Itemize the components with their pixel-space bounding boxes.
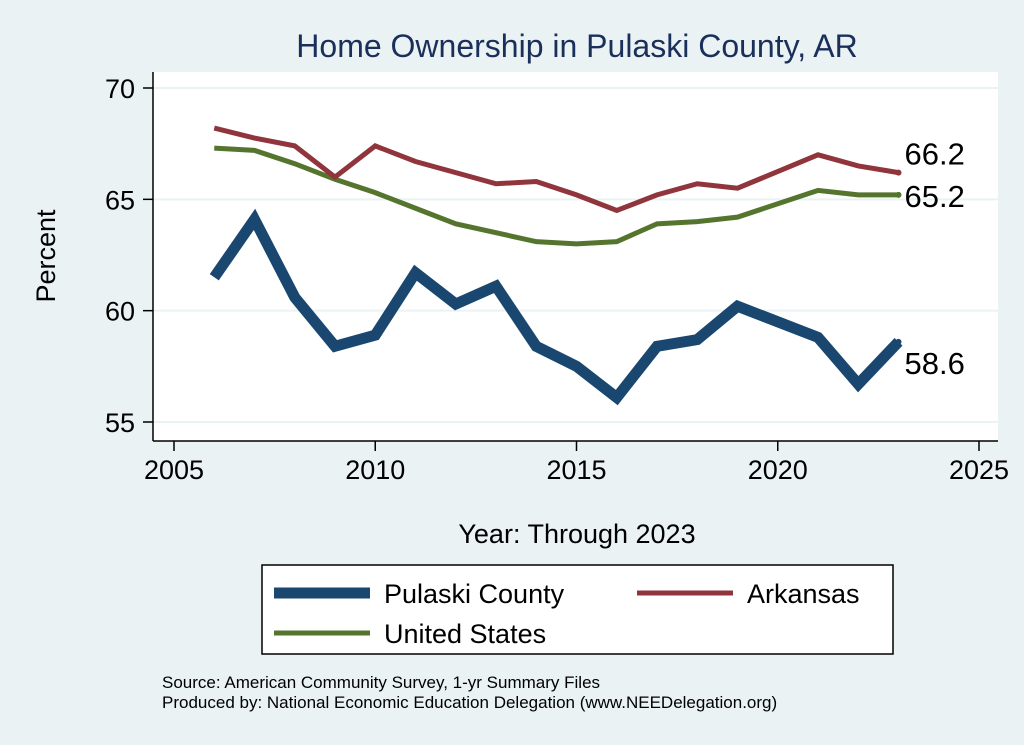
y-axis-label: Percent (31, 209, 61, 303)
end-label: 65.2 (905, 179, 965, 214)
source-note: Source: American Community Survey, 1-yr … (162, 673, 600, 692)
y-tick-label: 55 (105, 408, 135, 438)
end-label: 58.6 (905, 346, 965, 381)
producer-note: Produced by: National Economic Education… (162, 693, 777, 712)
x-axis-label: Year: Through 2023 (458, 519, 695, 549)
legend-label: Pulaski County (384, 579, 565, 609)
series-line-arkansas (213, 125, 899, 214)
x-tick-label: 2005 (144, 455, 204, 485)
y-tick-label: 65 (105, 185, 135, 215)
y-tick-label: 70 (105, 74, 135, 104)
end-marker (895, 191, 902, 198)
y-tick-label: 60 (105, 297, 135, 327)
x-tick-label: 2015 (546, 455, 606, 485)
end-label: 66.2 (905, 137, 965, 172)
series-line-pulaski-county (209, 208, 903, 406)
legend (261, 564, 894, 655)
legend-label: Arkansas (747, 579, 860, 609)
legend-label: United States (384, 619, 546, 649)
x-tick-label: 2010 (345, 455, 405, 485)
end-marker (895, 338, 902, 345)
end-marker (895, 169, 902, 176)
x-tick-label: 2025 (949, 455, 1009, 485)
x-tick-label: 2020 (748, 455, 808, 485)
series-line-united-states (214, 145, 899, 247)
chart-title: Home Ownership in Pulaski County, AR (296, 28, 857, 64)
